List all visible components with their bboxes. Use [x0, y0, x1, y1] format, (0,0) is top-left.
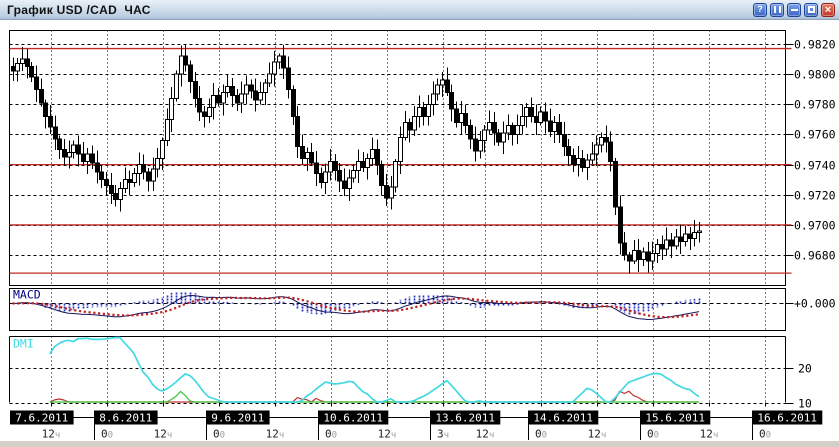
time-tick-label: 00	[647, 428, 659, 441]
dmi-label: DMI	[13, 337, 34, 351]
date-label: 16.6.2011	[757, 412, 817, 425]
price-tick-label: 0.9820	[794, 38, 836, 52]
macd-line	[12, 294, 700, 321]
time-tick-label: 00	[325, 428, 337, 441]
time-tick-label: 12ч	[42, 428, 61, 441]
pause-icon	[773, 6, 781, 13]
macd-zero-label: +0.000	[794, 297, 836, 311]
time-gridlines	[51, 30, 766, 407]
help-button[interactable]: ?	[753, 2, 767, 17]
time-tick-label: 00	[759, 428, 771, 441]
time-tick-label: 12ч	[476, 428, 495, 441]
window-title: График USD /CAD ЧАС	[7, 2, 151, 17]
candlestick-series	[11, 44, 702, 274]
macd-panel: +0.000 MACD	[9, 288, 836, 331]
time-tick-label: 12ч	[588, 428, 607, 441]
date-label: 8.6.2011	[99, 412, 152, 425]
dmi-plus-di-line	[49, 390, 699, 403]
date-label-box	[640, 410, 711, 425]
time-tick-label: 3ч	[437, 428, 449, 441]
dmi-panel: 20 10 DMI	[9, 336, 812, 411]
price-tick-label: 0.9700	[794, 219, 836, 233]
macd-label: MACD	[13, 288, 41, 302]
date-label-box	[94, 410, 158, 425]
maximize-icon	[807, 6, 815, 13]
date-label: 14.6.2011	[533, 412, 593, 425]
price-panel	[9, 30, 786, 286]
minimize-button[interactable]	[787, 2, 801, 17]
dmi-tick-label: 10	[798, 397, 812, 411]
chart-canvas[interactable]: 0.9820 0.9800 0.9780 0.9760 0.9740 0.9720 0.97…	[0, 20, 839, 441]
date-label: 15.6.2011	[645, 412, 705, 425]
price-tick-label: 0.9740	[794, 159, 836, 173]
date-label-box	[528, 410, 599, 425]
time-tick-label: 00	[535, 428, 547, 441]
price-tick-label: 0.9680	[794, 249, 836, 263]
dmi-tick-label: 20	[798, 362, 812, 376]
dmi-adx-line	[49, 336, 700, 403]
time-tick-label: 00	[101, 428, 113, 441]
time-tick-label: 12ч	[154, 428, 173, 441]
date-label: 13.6.2011	[435, 412, 495, 425]
price-tick-label: 0.9800	[794, 68, 836, 82]
date-label: 9.6.2011	[211, 412, 264, 425]
date-label: 7.6.2011	[15, 412, 68, 425]
close-icon: ×	[824, 3, 832, 16]
help-icon: ?	[757, 4, 763, 14]
date-label: 10.6.2011	[323, 412, 383, 425]
window-titlebar[interactable]: График USD /CAD ЧАС ? ×	[0, 0, 839, 20]
pause-button[interactable]	[770, 2, 784, 17]
date-label-box	[752, 410, 823, 425]
close-button[interactable]: ×	[821, 2, 835, 17]
chart-client-area: 0.9820 0.9800 0.9780 0.9760 0.9740 0.9720 0.97…	[0, 20, 839, 441]
time-tick-label: 12ч	[266, 428, 285, 441]
price-tick-label: 0.9760	[794, 128, 836, 142]
maximize-button[interactable]	[804, 2, 818, 17]
date-label-box	[206, 410, 270, 425]
price-tick-label: 0.9720	[794, 189, 836, 203]
time-tick-label: 12ч	[378, 428, 397, 441]
date-label-box	[10, 410, 74, 425]
window-controls: ? ×	[753, 2, 835, 17]
price-tick-label: 0.9780	[794, 98, 836, 112]
date-label-box	[318, 410, 389, 425]
macd-histogram	[16, 291, 701, 315]
time-axis: 7.6.2011 8.6.2011 9.6.2011 10.6.2011 13.6.20…	[10, 410, 823, 441]
time-tick-label: 00	[213, 428, 225, 441]
minimize-icon	[790, 8, 798, 11]
price-gridlines: 0.9820 0.9800 0.9780 0.9760 0.9740 0.9720 0.97…	[9, 38, 836, 263]
macd-signal-line	[12, 296, 700, 319]
date-label-box	[430, 410, 501, 425]
time-tick-label: 12ч	[700, 428, 719, 441]
